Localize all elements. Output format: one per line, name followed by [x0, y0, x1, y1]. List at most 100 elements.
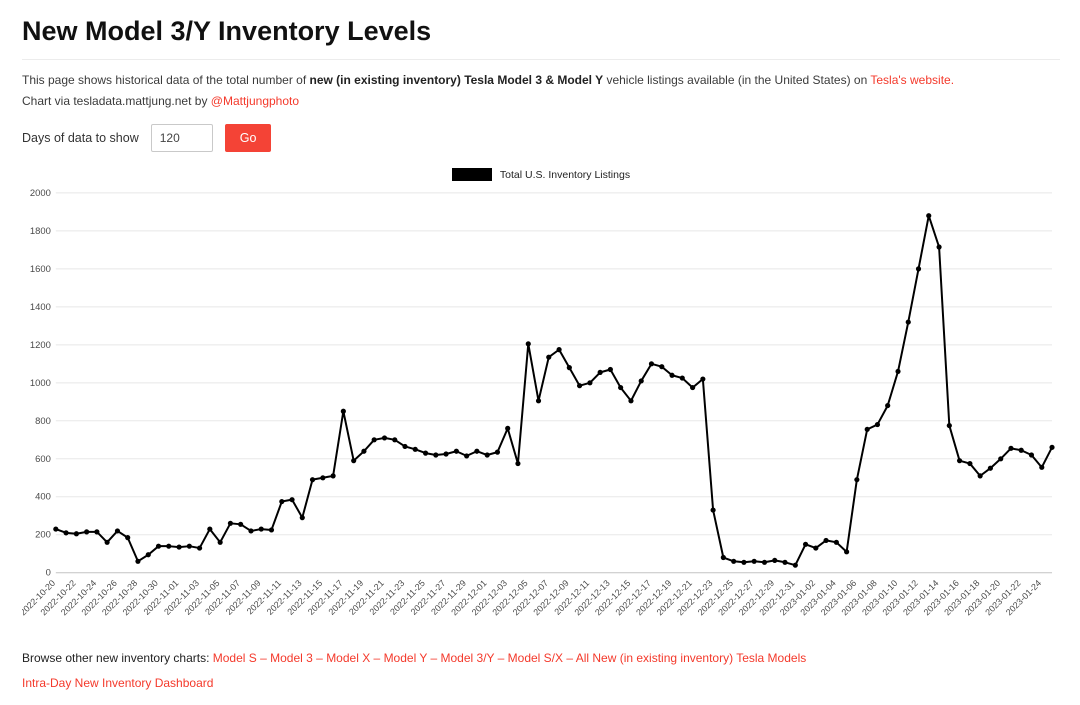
legend-label: Total U.S. Inventory Listings	[499, 168, 631, 181]
y-axis-tick-label: 2000	[30, 188, 51, 199]
data-point	[802, 541, 809, 547]
data-point	[186, 543, 192, 549]
data-point	[412, 446, 418, 452]
link-separator: –	[427, 651, 441, 666]
data-point	[505, 425, 511, 431]
data-point	[1049, 444, 1055, 450]
data-point	[176, 544, 182, 550]
data-point	[618, 385, 624, 391]
browse-label: Browse other new inventory charts:	[22, 651, 213, 666]
data-point	[207, 526, 213, 532]
data-point	[340, 408, 346, 414]
chart-link[interactable]: Model X	[326, 651, 371, 666]
footer-links: Browse other new inventory charts: Model…	[22, 648, 1060, 668]
chart-link[interactable]: Model 3	[270, 651, 313, 666]
text-run: new (in existing inventory) Tesla Model …	[309, 73, 604, 87]
data-point	[700, 376, 706, 382]
data-point	[196, 545, 203, 551]
data-point	[145, 552, 151, 558]
data-point	[371, 437, 377, 443]
data-point	[320, 475, 326, 481]
inline-link[interactable]: Tesla's website.	[870, 73, 955, 87]
data-point	[135, 558, 141, 564]
inventory-line-chart: 0 200 400 600 800 1000 1200 1400 1600 1800 2000 202…	[22, 181, 1060, 646]
data-point	[844, 549, 850, 555]
link-separator: –	[370, 651, 384, 666]
data-point	[1028, 452, 1035, 458]
chart-link[interactable]: Model Y	[383, 651, 428, 666]
data-point	[279, 498, 285, 505]
data-point	[104, 539, 110, 545]
data-point	[751, 558, 757, 564]
line-chart-svg: 0200400600800100012001400160018002000202…	[22, 188, 1055, 617]
data-point	[987, 465, 993, 471]
data-point	[125, 535, 131, 541]
data-point	[977, 473, 983, 479]
chart-links: Model S – Model 3 – Model X – Model Y – …	[213, 651, 806, 665]
intro-line-2: Chart via tesladata.mattjung.net by @Mat…	[22, 94, 299, 108]
data-point	[1008, 445, 1014, 451]
data-point	[679, 375, 685, 381]
days-control: Days of data to show Go	[22, 124, 1060, 152]
chart-link[interactable]: Model S	[212, 651, 257, 666]
data-point	[772, 557, 778, 563]
data-point	[915, 266, 922, 272]
days-input[interactable]	[150, 124, 213, 152]
data-point	[166, 543, 172, 549]
chart-link[interactable]: All New (in existing inventory) Tesla Mo…	[575, 651, 807, 666]
data-point	[392, 437, 398, 443]
data-point	[443, 451, 449, 457]
data-point	[669, 372, 675, 378]
data-point	[720, 554, 726, 561]
data-point	[453, 448, 459, 454]
y-axis-tick-label: 1400	[30, 302, 51, 313]
footer-dashboard: Intra-Day New Inventory Dashboard	[22, 673, 1060, 693]
data-point	[351, 458, 357, 464]
data-point	[659, 364, 665, 370]
data-point	[464, 453, 470, 459]
data-point	[330, 473, 336, 479]
data-point	[484, 452, 490, 458]
data-point	[556, 347, 562, 353]
data-point	[792, 562, 798, 568]
y-axis-tick-label: 600	[35, 454, 51, 465]
data-point	[381, 435, 388, 441]
y-axis-tick-label: 800	[35, 416, 51, 427]
data-point	[422, 450, 429, 456]
text-run: vehicle listings available (in the Unite…	[603, 73, 871, 87]
data-point	[854, 477, 860, 483]
data-point	[474, 448, 480, 454]
data-point	[576, 383, 583, 389]
data-point	[1039, 464, 1045, 470]
inline-link[interactable]: @Mattjungphoto	[210, 94, 300, 108]
data-point	[864, 426, 870, 432]
data-point	[813, 545, 819, 551]
data-point	[936, 244, 942, 250]
data-point	[268, 527, 275, 533]
data-point	[648, 361, 655, 367]
data-point	[238, 521, 244, 527]
intro-text: This page shows historical data of the t…	[22, 70, 1060, 112]
data-point	[967, 460, 973, 467]
data-point	[926, 213, 932, 219]
data-point	[217, 539, 223, 545]
text-run: Chart via tesladata.mattjung.net by	[22, 94, 211, 108]
chart-link[interactable]: Model S/X	[507, 651, 564, 666]
data-point	[289, 497, 295, 503]
data-point	[494, 449, 501, 455]
data-point	[155, 543, 162, 549]
go-button[interactable]: Go	[224, 124, 272, 152]
data-point	[587, 380, 593, 386]
y-axis-tick-label: 1200	[30, 340, 51, 351]
chart-link[interactable]: Model 3/Y	[440, 651, 495, 666]
data-point	[63, 530, 69, 536]
data-point	[84, 529, 90, 535]
intro-line-1: This page shows historical data of the t…	[22, 73, 954, 87]
data-point	[597, 369, 603, 375]
y-axis-tick-label: 200	[35, 530, 51, 541]
intraday-dashboard-link[interactable]: Intra-Day New Inventory Dashboard	[22, 675, 214, 690]
data-point	[299, 515, 305, 521]
data-point	[515, 460, 521, 467]
data-point	[248, 528, 254, 534]
data-point	[782, 559, 788, 565]
